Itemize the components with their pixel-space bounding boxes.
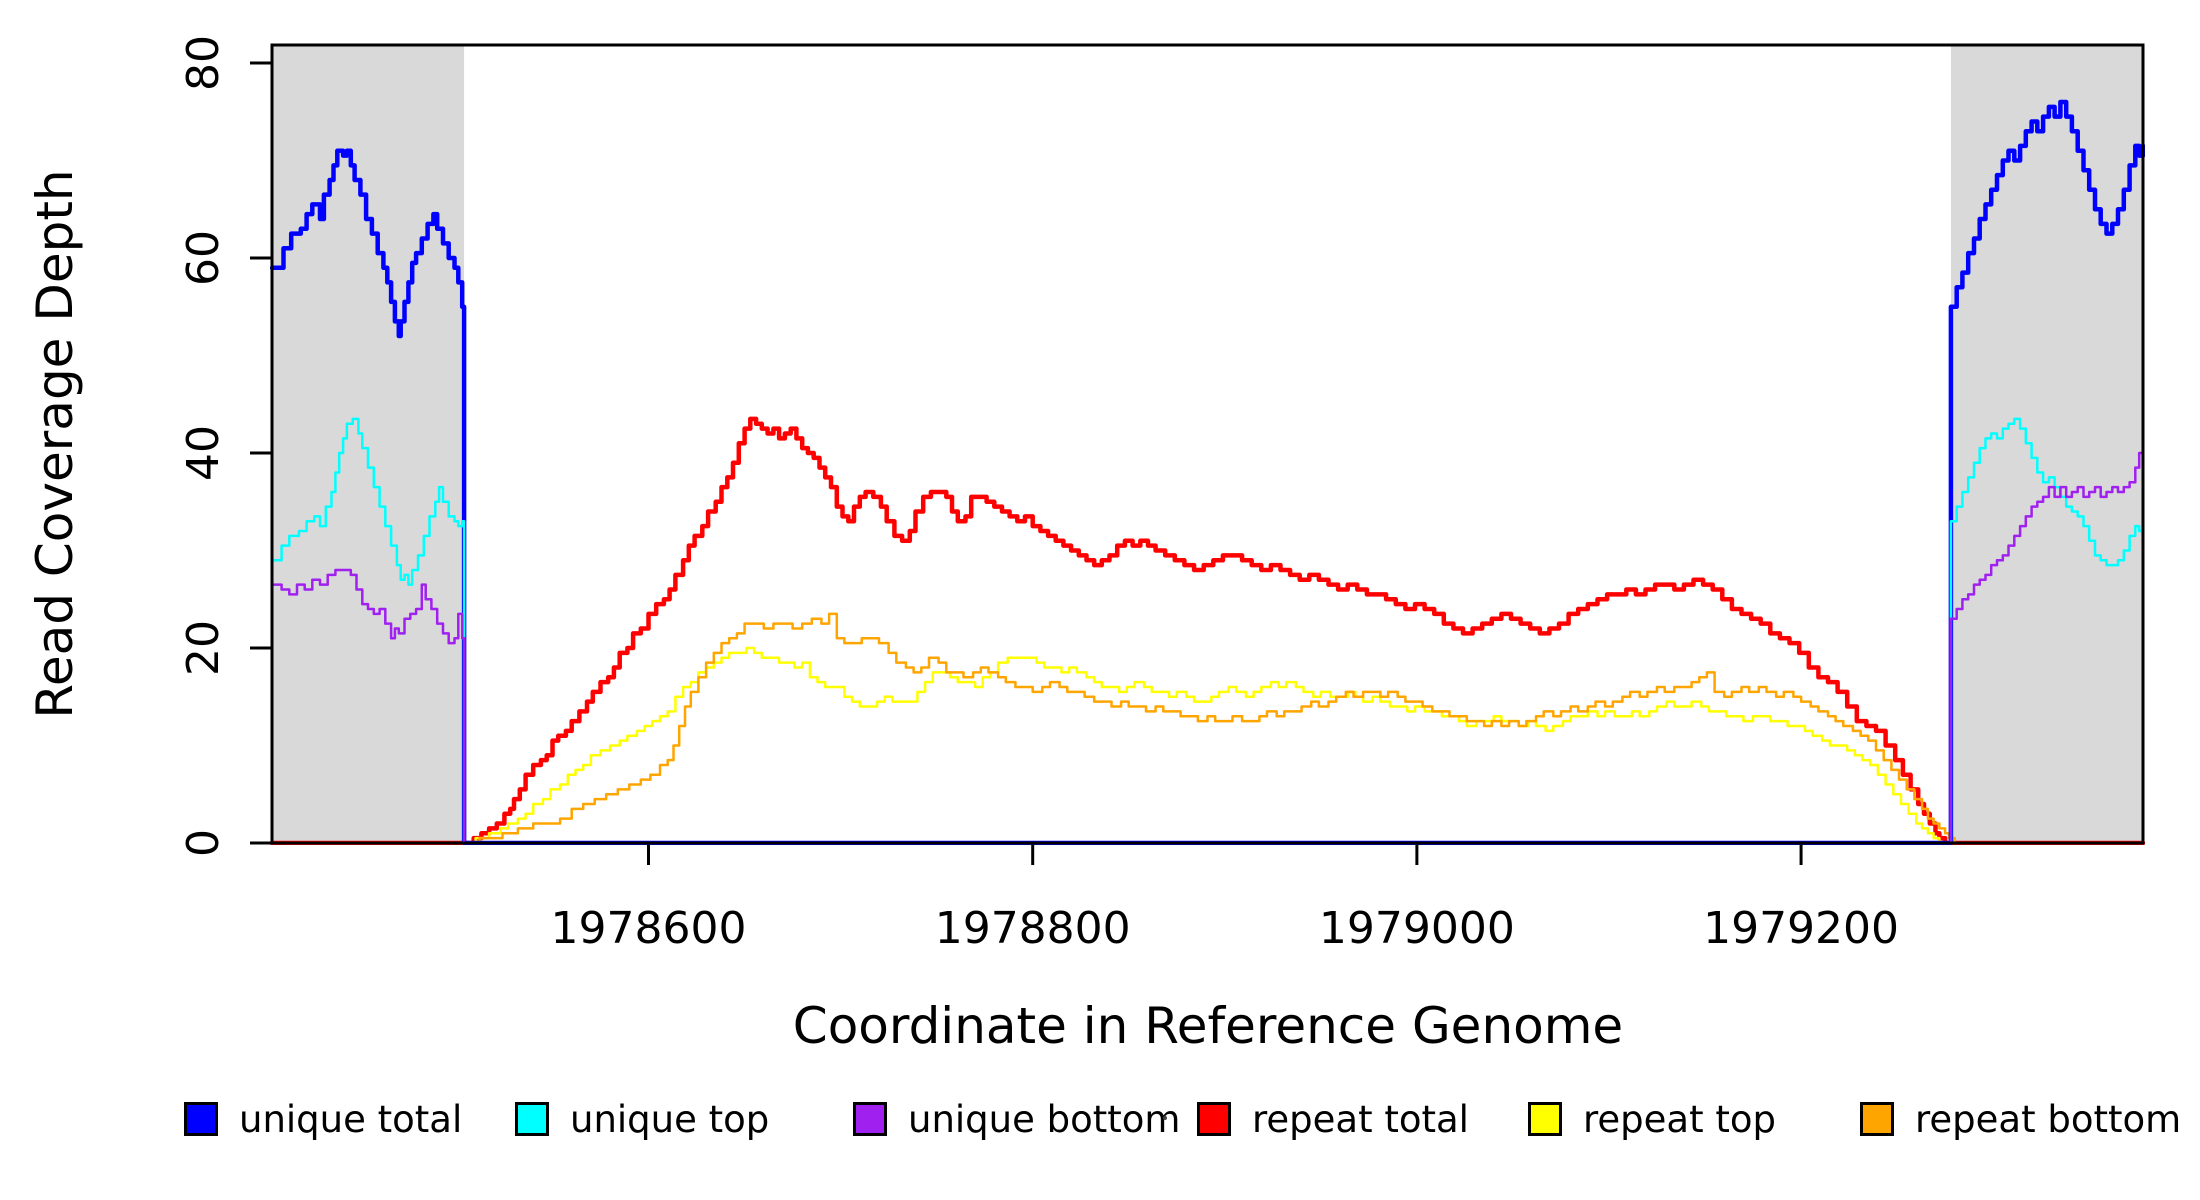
x-tick-label: 1979000 <box>1319 903 1515 954</box>
shaded-region <box>1950 45 2143 843</box>
x-tick-label: 1978800 <box>935 903 1131 954</box>
series-repeat-total-line <box>270 416 2145 845</box>
y-tick-label: 40 <box>178 425 229 481</box>
x-tick-label: 1978600 <box>551 903 747 954</box>
x-axis-title: Coordinate in Reference Genome <box>793 997 1623 1055</box>
shaded-regions-layer <box>272 45 2143 843</box>
series-unique-top-line <box>270 417 2145 845</box>
series-unique-bottom-line <box>270 451 2145 845</box>
y-tick-label: 60 <box>178 230 229 286</box>
y-tick-label: 80 <box>178 35 229 91</box>
x-tick-label: 1979200 <box>1703 903 1899 954</box>
shaded-region <box>272 45 465 843</box>
y-axis-title: Read Coverage Depth <box>26 169 84 718</box>
y-tick-label: 0 <box>178 829 229 857</box>
y-tick-label: 20 <box>178 620 229 676</box>
series-unique-total-line <box>270 99 2145 845</box>
axes-layer: 1978600 1978800 1979000 1979200 0 20 40 60 80 <box>178 35 2145 954</box>
series-layer <box>270 99 2145 845</box>
series-repeat-bottom-line <box>270 612 2145 845</box>
plot-border <box>270 43 2145 845</box>
